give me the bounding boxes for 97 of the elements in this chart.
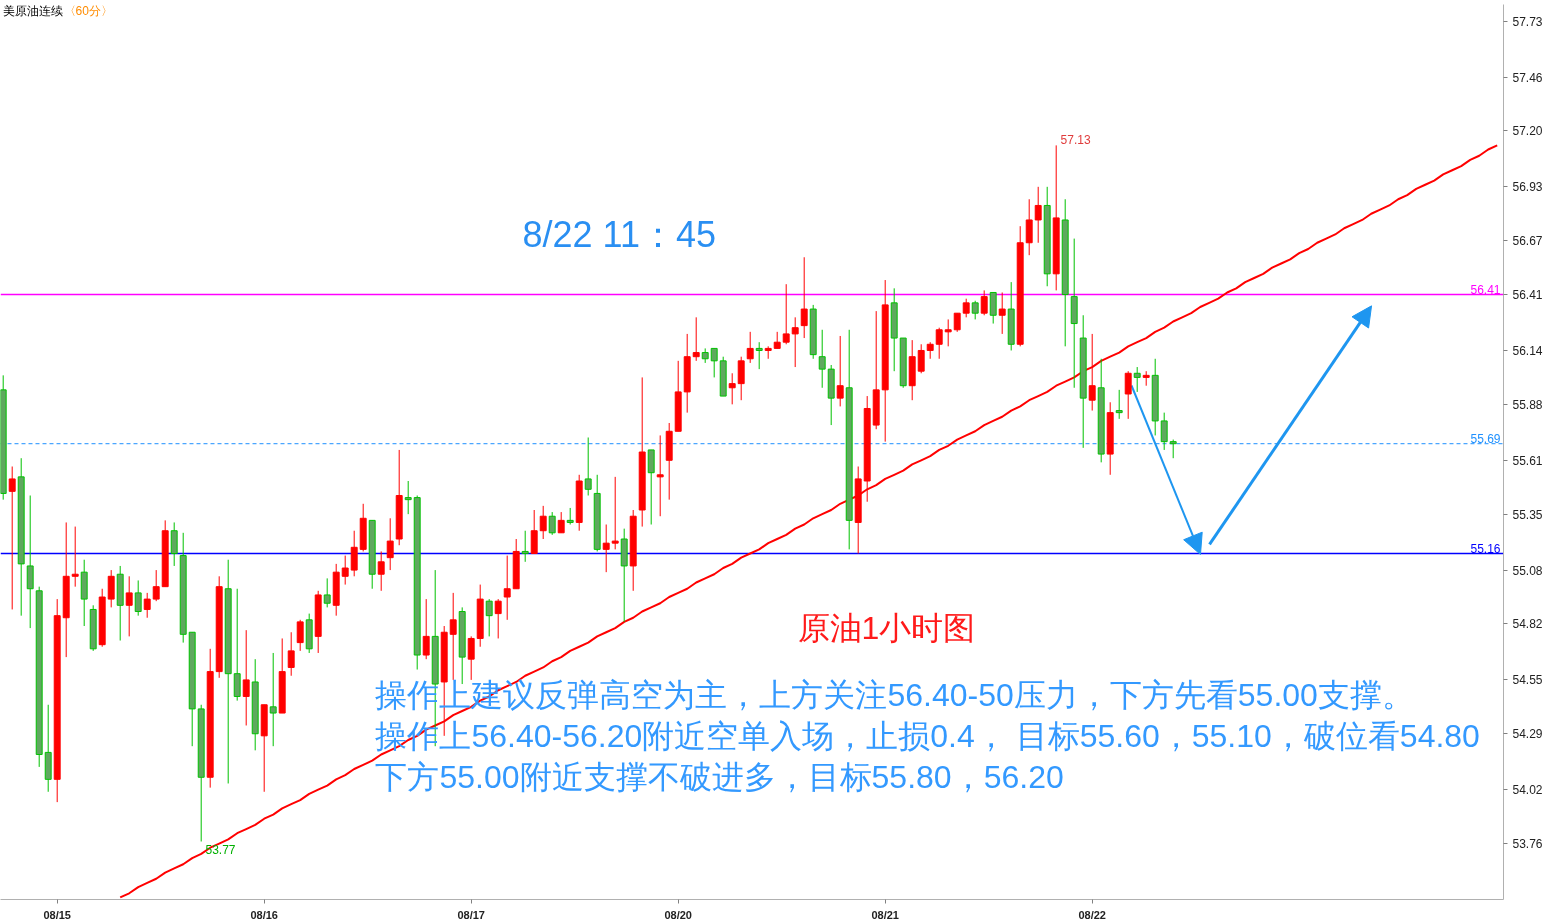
candlestick (800, 256, 808, 339)
candlestick (656, 434, 664, 517)
chart-subtitle: 〈60分〉 (63, 4, 113, 19)
candlestick (728, 372, 736, 405)
annotation: 下方55.00附近支撑不破进多，目标55.80，56.20 (375, 758, 1064, 795)
x-tick-label: 08/20 (664, 908, 692, 921)
candlestick (818, 329, 826, 389)
candlestick (386, 517, 394, 571)
candlestick (980, 289, 988, 316)
candlestick (485, 598, 493, 637)
candlestick (449, 592, 457, 681)
chart-title: 美原油连续 (2, 4, 63, 19)
candlestick (539, 505, 547, 540)
ref-line-label: 56.41 (1470, 282, 1501, 297)
candlestick (503, 555, 511, 621)
candlestick (962, 298, 970, 318)
y-tick-label: 56.93 (1512, 180, 1543, 195)
candlestick (494, 598, 502, 639)
y-tick-label: 57.46 (1512, 70, 1543, 85)
candlestick (989, 291, 997, 325)
candlestick (1088, 333, 1096, 412)
candlestick (8, 466, 16, 610)
y-tick-label: 55.08 (1512, 563, 1543, 578)
annotation: 57.13 (1060, 132, 1091, 147)
candlestick (269, 652, 277, 747)
annotation: 原油1小时图 (797, 609, 976, 646)
y-tick-label: 56.41 (1512, 288, 1543, 303)
candlestick (404, 480, 412, 515)
annotation: 8/22 11：45 (522, 214, 716, 256)
candlestick (350, 530, 358, 577)
candlestick (1025, 198, 1033, 256)
candlestick (791, 316, 799, 368)
candlestick (584, 437, 592, 497)
candlestick (152, 569, 160, 602)
candlestick (746, 331, 754, 364)
candlestick (287, 631, 295, 677)
candlestick (935, 327, 943, 360)
candlestick (1115, 389, 1123, 420)
candlestick (323, 577, 331, 608)
x-tick-label: 08/22 (1078, 908, 1106, 921)
candlestick (1124, 370, 1132, 420)
candlestick (107, 569, 115, 608)
candlestick (692, 316, 700, 362)
candlestick (242, 629, 250, 726)
x-tick-label: 08/16 (250, 908, 278, 921)
candlestick (1034, 186, 1042, 244)
candlestick (755, 341, 763, 370)
candlestick (836, 335, 844, 407)
y-tick-label: 56.67 (1512, 234, 1543, 249)
candlestick (1160, 412, 1168, 451)
y-tick-label: 55.35 (1512, 507, 1543, 522)
annotation: 53.77 (205, 842, 236, 857)
candlestick (971, 300, 979, 320)
y-tick-label: 54.55 (1512, 673, 1543, 688)
candlestick (917, 343, 925, 374)
candlestick (377, 550, 385, 592)
y-tick-label: 55.88 (1512, 397, 1543, 412)
candlestick (611, 476, 619, 550)
candlestick (953, 312, 961, 333)
candlestick (548, 511, 556, 536)
candlestick (170, 521, 178, 567)
candlestick (422, 598, 430, 660)
line-series (119, 144, 1499, 899)
candlestick (998, 291, 1006, 335)
x-tick-label: 08/15 (43, 908, 71, 921)
y-tick-label: 53.76 (1512, 837, 1543, 852)
candlestick (233, 588, 241, 702)
candlestick (1133, 366, 1141, 393)
candlestick (134, 579, 142, 617)
y-tick-label: 54.29 (1512, 727, 1543, 742)
candlestick (521, 530, 529, 563)
y-tick-label: 57.73 (1512, 14, 1543, 29)
ref-line-label: 55.16 (1470, 541, 1501, 556)
x-tick-label: 08/17 (457, 908, 485, 921)
candlestick (710, 347, 718, 378)
candlestick (467, 635, 475, 681)
candlestick (530, 509, 538, 555)
ref-line-label: 55.69 (1470, 431, 1501, 446)
candlestick (143, 592, 151, 619)
candlestick (647, 449, 655, 526)
candlestick (557, 511, 565, 534)
candlestick (737, 356, 745, 401)
y-tick-label: 54.82 (1512, 617, 1543, 632)
candlestick (26, 495, 34, 629)
candlestick (782, 283, 790, 345)
candlestick (71, 526, 79, 588)
candlestick (1169, 439, 1177, 459)
y-tick-label: 57.20 (1512, 124, 1543, 139)
candlestick (944, 318, 952, 347)
candlestick (125, 575, 133, 637)
y-tick-label: 56.14 (1512, 343, 1543, 358)
candlestick (341, 555, 349, 586)
x-tick-label: 08/21 (871, 908, 899, 921)
candlestick (296, 619, 304, 652)
y-tick-label: 54.02 (1512, 783, 1543, 798)
candlestick (602, 524, 610, 573)
y-tick-label: 55.61 (1512, 453, 1543, 468)
